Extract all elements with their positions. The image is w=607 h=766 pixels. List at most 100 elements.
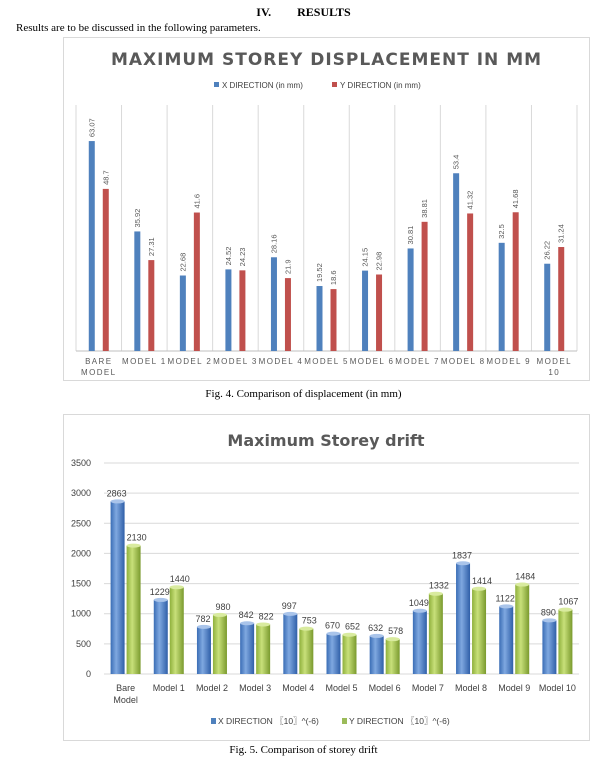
bar bbox=[421, 221, 428, 351]
category-label: Model 3 bbox=[239, 683, 271, 693]
bar bbox=[467, 213, 474, 351]
bar bbox=[330, 289, 337, 351]
data-label: 24.15 bbox=[361, 248, 370, 267]
bar bbox=[283, 613, 298, 674]
bar bbox=[270, 257, 277, 351]
bar-top bbox=[256, 622, 271, 627]
data-label: 48.7 bbox=[101, 170, 110, 185]
bar-top bbox=[515, 582, 530, 587]
data-label: 1837 bbox=[452, 550, 472, 560]
data-label: 22.98 bbox=[375, 252, 384, 271]
bar bbox=[558, 609, 573, 674]
legend-label: X DIRECTION (in mm) bbox=[222, 81, 303, 90]
category-label: MODEL 6 bbox=[350, 357, 395, 366]
bar-top bbox=[472, 586, 487, 591]
data-label: 578 bbox=[388, 626, 403, 636]
intro-paragraph: Results are to be discussed in the follo… bbox=[16, 22, 261, 34]
data-label: 842 bbox=[239, 610, 254, 620]
category-label: MODEL 4 bbox=[259, 357, 304, 366]
bar bbox=[110, 501, 125, 674]
bar-top bbox=[456, 561, 471, 566]
bar bbox=[196, 626, 211, 674]
bar bbox=[284, 278, 291, 351]
data-label: 980 bbox=[215, 602, 230, 612]
figure-4-caption: Fig. 4. Comparison of displacement (in m… bbox=[205, 388, 402, 400]
data-label: 997 bbox=[282, 601, 297, 611]
data-label: 32.5 bbox=[497, 224, 506, 239]
bar bbox=[407, 248, 414, 351]
data-label: 28.16 bbox=[269, 234, 278, 253]
bar-top bbox=[428, 591, 443, 596]
bar bbox=[498, 242, 505, 351]
data-label: 35.92 bbox=[133, 209, 142, 228]
bar bbox=[326, 633, 341, 674]
displacement-chart: MAXIMUM STOREY DISPLACEMENT IN MM X DIREC… bbox=[63, 37, 590, 381]
bar bbox=[179, 275, 186, 351]
section-heading: IV. RESULTS bbox=[0, 5, 607, 20]
category-label: MODEL 9 bbox=[486, 357, 531, 366]
data-label: 41.6 bbox=[192, 194, 201, 209]
category-label: MODEL 5 bbox=[304, 357, 349, 366]
bar bbox=[88, 141, 95, 351]
bar bbox=[342, 634, 357, 674]
bar-top bbox=[299, 626, 314, 631]
data-label: 822 bbox=[259, 611, 274, 621]
displacement-chart-svg: MAXIMUM STOREY DISPLACEMENT IN MM X DIREC… bbox=[75, 50, 578, 377]
category-label: Model 6 bbox=[369, 683, 401, 693]
bar bbox=[376, 274, 383, 351]
category-label: Model 5 bbox=[325, 683, 357, 693]
y-tick-label: 3000 bbox=[71, 488, 91, 498]
y-tick-label: 3500 bbox=[71, 458, 91, 468]
category-label: Model 1 bbox=[153, 683, 185, 693]
data-label: 18.6 bbox=[329, 270, 338, 285]
data-label: 1049 bbox=[409, 598, 429, 608]
category-label: MODEL 1 bbox=[122, 357, 167, 366]
category-label: Bare bbox=[116, 683, 135, 693]
data-label: 652 bbox=[345, 622, 360, 632]
data-label: 24.23 bbox=[238, 248, 247, 267]
y-tick-label: 1000 bbox=[71, 609, 91, 619]
bar bbox=[412, 610, 427, 674]
data-label: 1332 bbox=[429, 581, 449, 591]
bar-top bbox=[542, 618, 557, 623]
bar bbox=[542, 620, 557, 674]
category-label: 10 bbox=[548, 368, 560, 377]
category-label: MODEL bbox=[81, 368, 116, 377]
data-label: 670 bbox=[325, 621, 340, 631]
category-label: Model 4 bbox=[282, 683, 314, 693]
category-label: MODEL 7 bbox=[395, 357, 440, 366]
legend-label: Y DIRECTION (in mm) bbox=[340, 81, 421, 90]
category-label: Model bbox=[113, 695, 138, 705]
bar bbox=[515, 584, 530, 674]
y-tick-label: 2000 bbox=[71, 548, 91, 558]
bar-top bbox=[499, 604, 514, 609]
bar bbox=[369, 635, 384, 674]
bar bbox=[240, 623, 255, 674]
figure-5-caption: Fig. 5. Comparison of storey drift bbox=[229, 744, 378, 756]
bar-top bbox=[153, 597, 168, 602]
storey-drift-chart-svg: Maximum Storey drift 0 500 1000 1500 2000 2500… bbox=[71, 431, 579, 726]
data-label: 53.4 bbox=[452, 155, 461, 170]
chart-title: MAXIMUM STOREY DISPLACEMENT IN MM bbox=[111, 50, 542, 70]
data-label: 21.9 bbox=[283, 259, 292, 274]
data-label: 1440 bbox=[170, 574, 190, 584]
y-tick-label: 0 bbox=[86, 669, 91, 679]
bar bbox=[512, 212, 519, 351]
legend-swatch bbox=[211, 718, 216, 724]
bar-top bbox=[558, 607, 573, 612]
bar bbox=[316, 286, 323, 351]
chart-title: Maximum Storey drift bbox=[227, 431, 425, 450]
section-title: RESULTS bbox=[297, 5, 351, 19]
bar bbox=[453, 173, 460, 351]
y-tick-label: 1500 bbox=[71, 579, 91, 589]
bar bbox=[256, 624, 271, 674]
bar-top bbox=[412, 608, 427, 613]
category-label: Model 8 bbox=[455, 683, 487, 693]
data-label: 31.24 bbox=[557, 224, 566, 243]
bar bbox=[134, 231, 141, 351]
data-label: 1067 bbox=[558, 597, 578, 607]
bar bbox=[362, 270, 369, 351]
storey-drift-chart: Maximum Storey drift 0 500 1000 1500 2000 2500… bbox=[63, 414, 590, 741]
data-label: 1229 bbox=[150, 587, 170, 597]
bar bbox=[169, 587, 184, 674]
